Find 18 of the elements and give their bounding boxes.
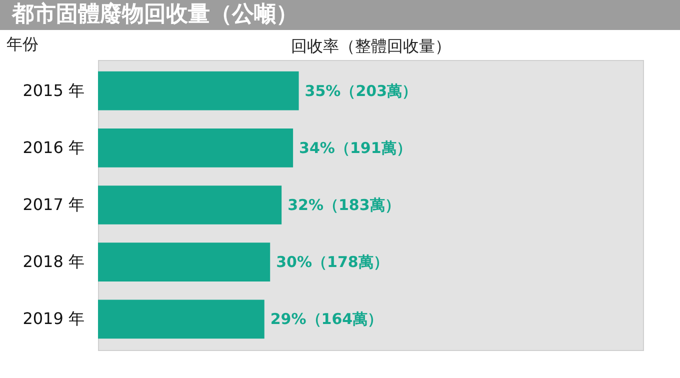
y-tick-label: 2016 年	[22, 138, 84, 157]
bar	[98, 242, 270, 282]
bar	[98, 128, 294, 168]
bar	[98, 186, 282, 224]
bar	[98, 300, 264, 339]
data-label: 29%（164萬）	[270, 310, 383, 328]
y-tick-label: 2015 年	[22, 80, 84, 100]
data-label: 34%（191萬）	[299, 138, 412, 157]
data-label: 32%（183萬）	[288, 196, 400, 214]
y-tick-label: 2019 年	[22, 309, 84, 328]
x-axis-title: 回收率（整體回收量）	[291, 36, 451, 56]
y-tick-label: 2018 年	[22, 252, 84, 272]
chart-title: 都市固體廢物回收量（公噸）	[0, 0, 680, 30]
data-label: 35%（203萬）	[304, 82, 418, 100]
bar	[98, 71, 299, 110]
y-tick-label: 2017 年	[22, 195, 84, 214]
data-label: 30%（178萬）	[276, 253, 388, 272]
y-axis-title: 年份	[6, 34, 38, 54]
